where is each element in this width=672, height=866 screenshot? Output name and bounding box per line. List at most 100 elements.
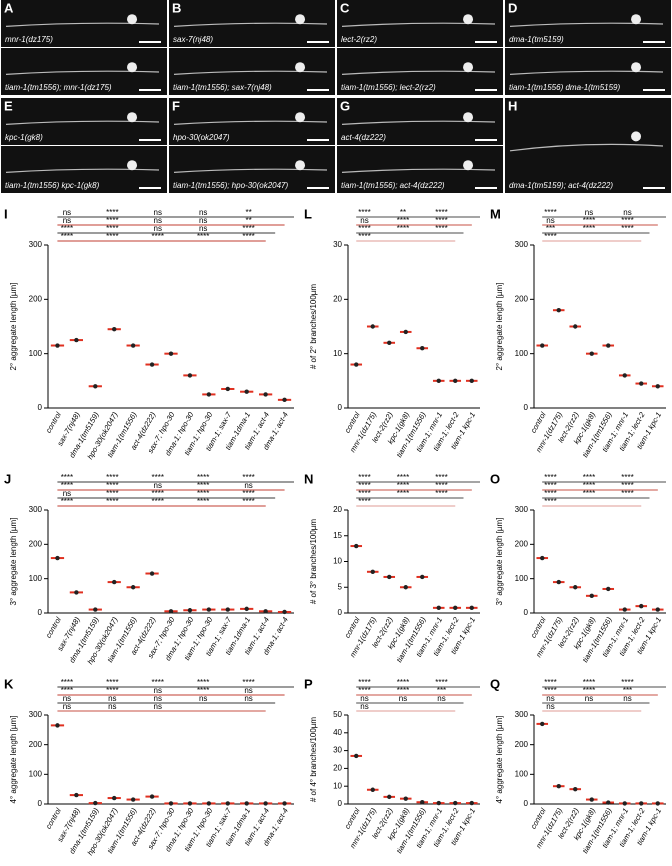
y-tick-label: 300 xyxy=(515,710,529,719)
significance-label: **** xyxy=(197,686,209,695)
mean-point xyxy=(282,397,287,403)
significance-label: ns xyxy=(360,702,368,711)
y-tick-label: 300 xyxy=(515,505,529,514)
significance-label: ns xyxy=(154,224,162,233)
y-axis-label: 3° aggregate length [µm] xyxy=(495,518,504,606)
mean-point xyxy=(244,606,249,612)
mean-point xyxy=(225,607,230,612)
y-tick-label: 100 xyxy=(29,349,43,358)
significance-label: ns xyxy=(199,224,207,233)
category-label: control xyxy=(44,806,63,830)
y-tick-label: 0 xyxy=(338,403,343,412)
significance-label: **** xyxy=(106,216,118,225)
cell-body xyxy=(127,160,138,171)
mean-point xyxy=(589,593,594,599)
mean-point xyxy=(263,801,268,806)
significance-label: **** xyxy=(61,232,73,241)
significance-label: **** xyxy=(397,481,409,490)
panel-letter: I xyxy=(4,206,8,221)
significance-label: **** xyxy=(583,473,595,482)
y-tick-label: 100 xyxy=(29,574,43,583)
mean-point xyxy=(112,795,117,801)
y-tick-label: 40 xyxy=(333,728,342,737)
y-tick-label: 200 xyxy=(29,294,43,303)
mean-point xyxy=(112,327,117,332)
mean-point xyxy=(655,384,660,389)
significance-label: **** xyxy=(583,481,595,490)
y-tick-label: 20 xyxy=(333,294,342,303)
significance-label: **** xyxy=(358,497,370,506)
significance-label: ns xyxy=(437,694,445,703)
panel-letter: Q xyxy=(490,676,500,691)
mean-point xyxy=(469,378,474,384)
cell-body xyxy=(463,62,474,73)
neurite xyxy=(173,70,328,75)
y-tick-label: 10 xyxy=(333,781,342,790)
cell-body xyxy=(295,14,306,25)
mean-point xyxy=(225,801,230,806)
mean-point xyxy=(187,608,193,613)
significance-label: **** xyxy=(544,473,556,482)
significance-label: **** xyxy=(152,473,164,482)
y-axis-label: 4° aggregate length [µm] xyxy=(495,716,504,804)
neurite xyxy=(173,22,328,27)
neurite xyxy=(5,70,160,75)
significance-label: ns xyxy=(63,208,71,217)
significance-label: **** xyxy=(435,216,447,225)
significance-label: *** xyxy=(437,686,446,695)
category-label: control xyxy=(44,615,63,639)
mean-point xyxy=(622,373,627,378)
mean-point xyxy=(469,605,474,611)
image-label: lect-2(rz2) xyxy=(341,35,377,44)
y-tick-label: 200 xyxy=(29,539,43,548)
mean-point xyxy=(282,801,287,806)
image-label: tiam-1(tm1556) kpc-1(gk8) xyxy=(5,181,100,190)
significance-label: **** xyxy=(242,232,254,241)
y-tick-label: 0 xyxy=(338,608,343,617)
image-label: dma-1(tm5159) xyxy=(509,35,564,44)
significance-label: **** xyxy=(358,686,370,695)
mean-point xyxy=(606,800,611,805)
significance-label: ns xyxy=(199,208,207,217)
significance-label: **** xyxy=(544,497,556,506)
significance-label: **** xyxy=(583,224,595,233)
mean-point xyxy=(354,753,359,759)
cell-body xyxy=(295,62,306,73)
y-tick-label: 200 xyxy=(515,294,529,303)
mean-point xyxy=(130,343,136,348)
mean-point xyxy=(168,351,174,356)
mean-point xyxy=(130,585,136,590)
significance-label: ns xyxy=(546,702,554,711)
mean-point xyxy=(206,801,212,806)
significance-label: ns xyxy=(244,481,252,490)
significance-label: **** xyxy=(197,232,209,241)
mean-point xyxy=(206,392,212,397)
cell-body xyxy=(631,14,642,25)
significance-label: **** xyxy=(621,678,633,687)
neurite xyxy=(5,120,160,125)
significance-label: ns xyxy=(585,694,593,703)
significance-label: ns xyxy=(546,216,554,225)
y-tick-label: 100 xyxy=(515,574,529,583)
significance-label: ns xyxy=(154,694,162,703)
panel-letter: H xyxy=(508,98,517,113)
mean-point xyxy=(168,609,174,614)
significance-label: ns xyxy=(244,694,252,703)
significance-label: **** xyxy=(397,224,409,233)
y-tick-label: 30 xyxy=(333,240,342,249)
significance-label: **** xyxy=(621,216,633,225)
panel-letter: M xyxy=(490,206,501,221)
image-label: kpc-1(gk8) xyxy=(5,133,43,142)
significance-label: **** xyxy=(583,216,595,225)
significance-label: **** xyxy=(621,224,633,233)
mean-point xyxy=(655,607,660,612)
neurite xyxy=(341,70,496,75)
y-tick-label: 0 xyxy=(524,608,529,617)
significance-label: **** xyxy=(61,473,73,482)
significance-label: **** xyxy=(435,224,447,233)
y-tick-label: 100 xyxy=(515,769,529,778)
mean-point xyxy=(370,569,375,574)
mean-point xyxy=(639,603,644,609)
significance-label: **** xyxy=(358,678,370,687)
